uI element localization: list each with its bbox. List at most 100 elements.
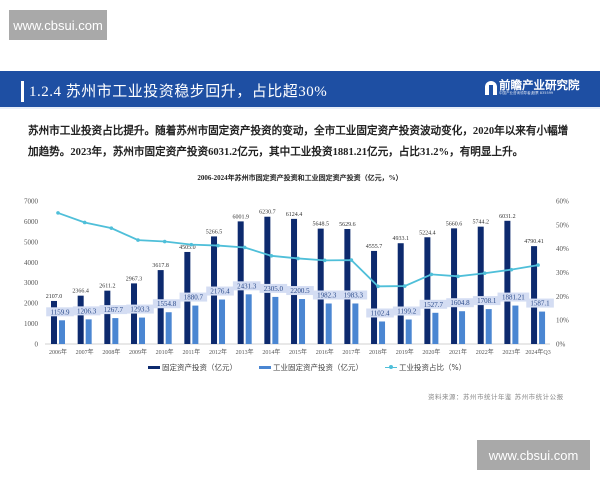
bar-industrial-investment	[219, 299, 226, 344]
ratio-point	[376, 284, 380, 289]
x-axis-label: 2021年	[449, 348, 467, 356]
bar-value-label-industrial: 2305.0	[264, 285, 284, 293]
bar-value-label-industrial: 1604.8	[450, 299, 470, 307]
bar-value-label-fixed: 4933.1	[392, 236, 409, 242]
bar-industrial-investment	[272, 296, 279, 344]
chart-title: 2006-2024年苏州市固定资产投资和工业固定资产投资（亿元，%）	[197, 174, 403, 182]
x-axis-label: 2010年	[156, 348, 174, 356]
bar-industrial-investment	[352, 303, 359, 344]
legend-label-ratio: 工业投资占比（%）	[399, 363, 467, 372]
x-axis-label: 2006年	[49, 348, 67, 356]
bar-value-label-bg	[392, 306, 421, 316]
x-axis-label: 2014年	[262, 348, 280, 356]
bar-value-label-industrial: 1102.4	[371, 309, 390, 317]
bar-industrial-investment	[112, 318, 119, 344]
bar-fixed-investment	[477, 226, 484, 344]
y2-axis-tick: 10%	[556, 317, 569, 325]
x-axis-label: 2017年	[342, 348, 360, 356]
y-axis-tick: 0	[35, 341, 39, 349]
legend-item-ratio: 工业投资占比（%）	[385, 362, 466, 373]
bar-value-label-fixed: 5660.6	[446, 221, 463, 227]
x-axis-label: 2007年	[76, 348, 94, 356]
y2-axis-tick: 0%	[556, 341, 566, 349]
bar-value-label-fixed: 5224.4	[419, 230, 436, 236]
bar-value-label-industrial: 1554.8	[157, 300, 177, 308]
ratio-point	[296, 256, 300, 261]
logo-icon	[485, 80, 497, 95]
bar-industrial-investment	[325, 303, 332, 344]
bar-industrial-investment	[85, 319, 92, 344]
ratio-point	[82, 220, 87, 225]
x-axis-label: 2016年	[316, 348, 334, 356]
bar-fixed-investment	[371, 250, 378, 344]
bar-value-label-fixed: 4505.0	[179, 245, 196, 251]
ratio-point	[429, 272, 434, 277]
bar-industrial-investment	[539, 311, 546, 344]
brand-logo: 前瞻产业研究院 中国产业咨询领导者|股票 835599	[485, 79, 580, 96]
bar-value-label-bg	[312, 290, 341, 300]
bar-fixed-investment	[504, 220, 511, 344]
ratio-point	[109, 226, 114, 230]
bar-value-label-bg	[126, 304, 154, 314]
y2-axis-tick: 50%	[556, 221, 569, 229]
bar-value-label-fixed: 2967.3	[126, 276, 143, 282]
x-axis-label: 2024年Q3	[525, 348, 550, 356]
bar-value-label-bg	[286, 286, 314, 296]
bar-fixed-investment	[344, 228, 351, 344]
bar-value-label-bg	[339, 290, 368, 300]
ratio-line	[57, 212, 539, 288]
combo-chart: 0 1000 2000 3000 4000 5000 6000 7000 0% 10% 20% 30%…	[24, 198, 569, 357]
x-axis-label: 2008年	[102, 348, 120, 356]
bar-fixed-investment	[291, 218, 298, 344]
bar-value-label-fixed: 2366.4	[72, 289, 89, 295]
bar-industrial-investment	[379, 321, 386, 344]
ratio-point	[349, 258, 354, 262]
bar-industrial-investment	[59, 320, 65, 344]
x-axis-label: 2015年	[289, 348, 307, 356]
bar-value-label-bg	[419, 299, 448, 309]
x-axis-label: 2012年	[209, 348, 227, 356]
x-axis-label: 2020年	[422, 348, 440, 356]
bar-value-label-industrial: 1982.3	[317, 292, 337, 300]
bar-value-label-industrial: 2431.3	[237, 282, 257, 290]
bar-value-label-fixed: 6001.9	[232, 214, 249, 220]
bar-value-label-fixed: 6230.7	[259, 210, 276, 216]
ratio-point	[189, 242, 194, 247]
ratio-point	[136, 238, 140, 242]
bar-value-label-industrial: 2176.4	[210, 288, 230, 296]
bar-value-label-bg	[152, 299, 181, 309]
bar-value-label-bg	[72, 306, 101, 316]
bar-value-label-industrial: 1267.7	[104, 306, 124, 314]
bar-value-label-bg	[259, 283, 288, 293]
watermark-top: www.cbsui.com	[9, 10, 107, 40]
y-axis-tick: 5000	[24, 238, 39, 246]
x-axis-label: 2023年	[502, 348, 520, 356]
section-header: 1.2.4 苏州市工业投资稳步回升，占比超30% 前瞻产业研究院 中国产业咨询领…	[0, 71, 600, 109]
x-axis-label: 2018年	[369, 348, 387, 356]
bar-value-label-industrial: 2200.5	[290, 287, 310, 295]
summary-paragraph: 苏州市工业投资占比提升。随着苏州市固定资产投资的变动，全市工业固定资产投资波动变…	[28, 126, 569, 158]
bar-value-label-industrial: 1293.3	[130, 306, 150, 314]
bar-value-label-fixed: 4555.7	[366, 244, 383, 250]
bar-value-label-fixed: 2107.0	[46, 294, 63, 300]
x-axis-label: 2022年	[476, 348, 494, 356]
legend-swatch-industrial	[259, 366, 271, 369]
bar-value-label-fixed: 5266.5	[206, 229, 223, 235]
y2-axis-tick: 30%	[556, 269, 569, 277]
bar-value-label-fixed: 5629.6	[339, 222, 356, 228]
y-axis-tick: 6000	[24, 218, 39, 226]
bar-value-label-fixed: 5744.2	[472, 220, 489, 226]
legend-swatch-ratio	[385, 365, 397, 369]
bar-value-label-bg	[446, 298, 474, 308]
bar-fixed-investment	[104, 290, 111, 344]
bar-value-label-fixed: 6124.4	[286, 212, 303, 218]
legend-item-fixed: 固定资产投资（亿元）	[148, 362, 237, 373]
y-axis-tick: 1000	[24, 320, 39, 328]
bar-fixed-investment	[264, 216, 271, 344]
bar-value-label-fixed: 3617.8	[152, 263, 169, 269]
bar-value-label-bg	[497, 292, 530, 302]
bar-industrial-investment	[299, 299, 306, 344]
bar-fixed-investment	[424, 237, 431, 344]
ratio-point	[456, 274, 460, 279]
legend-label-fixed: 固定资产投资（亿元）	[162, 363, 237, 372]
